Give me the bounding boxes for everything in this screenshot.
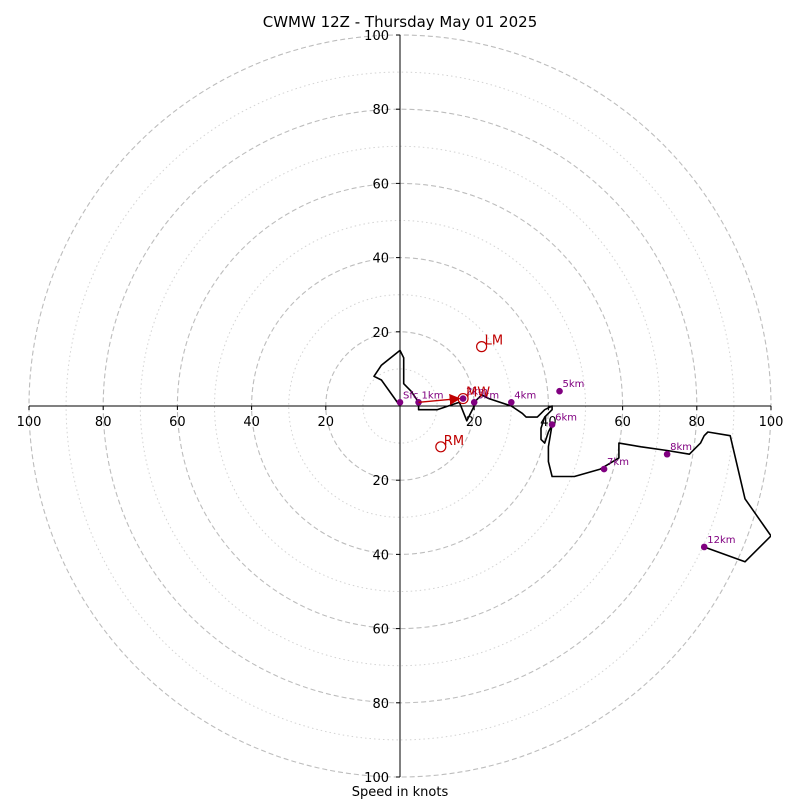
storm-motion-label: LM [485,334,503,349]
y-tick-label: 80 [372,103,389,118]
y-tick-label: 60 [372,177,389,192]
x-tick-label: 40 [243,415,260,430]
x-axis-label: Speed in knots [352,785,449,800]
height-marker-label: Sfc [403,390,418,401]
storm-motion-markers: LM RM MW [418,334,503,453]
height-marker-label: 7km [607,457,629,468]
storm-motion-label: RM [444,434,464,449]
y-tick-label: 60 [372,623,389,638]
tick-labels: 100 80 60 40 20 20 40 60 80 100100806040202040608… [17,29,784,786]
x-tick-label: 100 [759,415,784,430]
mean-wind-arrow [418,393,461,406]
y-tick-label: 20 [372,474,389,489]
y-tick-label: 80 [372,697,389,712]
height-marker-dot [396,398,404,406]
x-tick-label: 60 [614,415,631,430]
height-marker-label: 1km [422,390,444,401]
x-tick-label: 20 [466,415,483,430]
y-tick-label: 100 [364,771,389,786]
chart-title: CWMW 12Z - Thursday May 01 2025 [263,13,537,31]
height-marker-dot [663,450,671,458]
height-marker-label: 6km [555,413,577,424]
height-marker-label: 2km [466,387,488,398]
height-marker-label: 12km [707,535,735,546]
height-marker-dot [415,398,422,406]
height-marker-dot [459,395,467,402]
storm-motion-marker [476,341,488,353]
y-tick-label: 40 [372,548,389,563]
height-marker-dot [556,387,563,395]
height-marker-label: 3km [477,390,499,401]
y-tick-label: 40 [372,252,389,267]
y-tick-label: 100 [364,29,389,44]
height-marker-label: 8km [670,442,692,453]
height-marker-dot [548,421,556,428]
height-marker-dot [470,398,478,406]
storm-motion-label: MW [466,386,490,401]
height-marker-label: 4km [514,390,536,401]
height-marker-dot [600,465,608,473]
height-marker-dot [508,398,515,406]
x-tick-label: 100 [17,415,42,430]
height-marker-label: 5km [563,379,585,390]
x-tick-label: 20 [318,415,335,430]
x-tick-label: 80 [95,415,112,430]
y-tick-label: 20 [372,326,389,341]
storm-motion-marker [457,392,469,405]
x-tick-label: 80 [689,415,706,430]
x-tick-label: 60 [169,415,186,430]
height-marker-dot [700,543,708,551]
storm-motion-marker [435,441,447,453]
